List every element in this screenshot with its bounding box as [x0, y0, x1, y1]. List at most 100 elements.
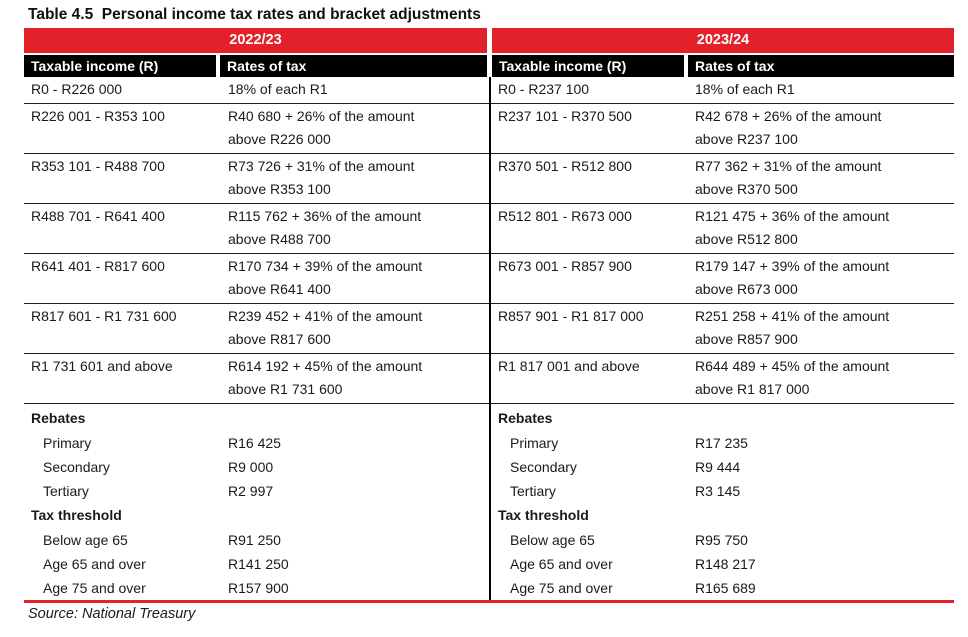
header-rates-of-tax: Rates of tax: [688, 55, 954, 77]
bracket-row: R488 701 - R641 400 R115 762 + 36% of th…: [24, 204, 489, 254]
bracket-row: R1 731 601 and above R614 192 + 45% of t…: [24, 354, 489, 404]
rebate-row: Tertiary R3 145: [491, 479, 954, 503]
rate-line-2: above R488 700: [228, 231, 331, 247]
income-range: R817 601 - R1 731 600: [31, 308, 177, 324]
bracket-row: R817 601 - R1 731 600 R239 452 + 41% of …: [24, 304, 489, 354]
rate-line-1: R614 192 + 45% of the amount: [228, 358, 423, 374]
threshold-row: Age 65 and over R148 217: [491, 552, 954, 576]
column-header-row: Taxable income (R) Rates of tax: [24, 55, 487, 77]
rate-cell: R644 489 + 45% of the amount above R1 81…: [687, 355, 954, 401]
rate-line-2: above R512 800: [695, 231, 798, 247]
rate-line-1: 18% of each R1: [695, 81, 795, 97]
header-taxable-income: Taxable income (R): [24, 55, 216, 77]
panel-body: R0 - R226 000 18% of each R1 R226 001 - …: [24, 77, 489, 600]
rate-line-1: R40 680 + 26% of the amount: [228, 108, 415, 124]
rebate-value: R9 444: [695, 459, 741, 475]
threshold-value: R141 250: [228, 556, 289, 572]
rate-line-1: R115 762 + 36% of the amount: [228, 208, 422, 224]
threshold-row: Age 65 and over R141 250: [24, 552, 489, 576]
rebate-row: Secondary R9 000: [24, 455, 489, 479]
bracket-row: R512 801 - R673 000 R121 475 + 36% of th…: [491, 204, 954, 254]
income-range: R857 901 - R1 817 000: [498, 308, 644, 324]
bracket-row: R237 101 - R370 500 R42 678 + 26% of the…: [491, 104, 954, 154]
rate-line-1: R239 452 + 41% of the amount: [228, 308, 423, 324]
bottom-red-rule: [24, 600, 954, 603]
rebate-label: Secondary: [510, 459, 577, 475]
bracket-row: R1 817 001 and above R644 489 + 45% of t…: [491, 354, 954, 404]
bracket-row: R857 901 - R1 817 000 R251 258 + 41% of …: [491, 304, 954, 354]
income-range: R226 001 - R353 100: [31, 108, 165, 124]
rate-line-1: 18% of each R1: [228, 81, 328, 97]
rate-cell: R179 147 + 39% of the amount above R673 …: [687, 255, 954, 301]
bracket-row: R370 501 - R512 800 R77 362 + 31% of the…: [491, 154, 954, 204]
rebate-row: Primary R16 425: [24, 431, 489, 455]
threshold-row: Age 75 and over R165 689: [491, 576, 954, 600]
header-taxable-income: Taxable income (R): [492, 55, 684, 77]
income-range: R1 731 601 and above: [31, 358, 173, 374]
rebates-heading-row: Rebates: [491, 404, 954, 431]
income-range: R0 - R237 100: [498, 81, 590, 97]
threshold-value: R148 217: [695, 556, 756, 572]
threshold-value: R165 689: [695, 580, 756, 596]
rate-cell: R239 452 + 41% of the amount above R817 …: [220, 305, 489, 351]
rate-cell: R42 678 + 26% of the amount above R237 1…: [687, 105, 954, 151]
threshold-row: Below age 65 R95 750: [491, 528, 954, 552]
income-range: R1 817 001 and above: [498, 358, 640, 374]
year-banner-2022-23: 2022/23: [24, 28, 487, 53]
source-note: Source: National Treasury: [28, 606, 196, 622]
threshold-value: R91 250: [228, 532, 281, 548]
bracket-row: R353 101 - R488 700 R73 726 + 31% of the…: [24, 154, 489, 204]
income-range: R237 101 - R370 500: [498, 108, 632, 124]
rate-line-1: R42 678 + 26% of the amount: [695, 108, 882, 124]
threshold-heading-row: Tax threshold: [24, 503, 489, 528]
rate-line-1: R179 147 + 39% of the amount: [695, 258, 890, 274]
rate-line-1: R170 734 + 39% of the amount: [228, 258, 423, 274]
bracket-row: R0 - R237 100 18% of each R1: [491, 77, 954, 104]
rate-line-2: above R353 100: [228, 181, 331, 197]
rate-line-2: above R673 000: [695, 281, 798, 297]
rebate-value: R9 000: [228, 459, 274, 475]
income-range: R0 - R226 000: [31, 81, 123, 97]
column-header-row: Taxable income (R) Rates of tax: [492, 55, 954, 77]
rebate-label: Tertiary: [43, 483, 89, 499]
rate-cell: R170 734 + 39% of the amount above R641 …: [220, 255, 489, 301]
rate-cell: R73 726 + 31% of the amount above R353 1…: [220, 155, 489, 201]
income-range: R673 001 - R857 900: [498, 258, 632, 274]
rate-cell: R77 362 + 31% of the amount above R370 5…: [687, 155, 954, 201]
rebate-row: Secondary R9 444: [491, 455, 954, 479]
rate-cell: R614 192 + 45% of the amount above R1 73…: [220, 355, 489, 401]
rebate-value: R2 997: [228, 483, 274, 499]
rebate-row: Tertiary R2 997: [24, 479, 489, 503]
income-range: R512 801 - R673 000: [498, 208, 632, 224]
income-range: R488 701 - R641 400: [31, 208, 165, 224]
threshold-label: Age 75 and over: [43, 580, 146, 596]
rate-cell: R115 762 + 36% of the amount above R488 …: [220, 205, 489, 251]
rate-line-1: R77 362 + 31% of the amount: [695, 158, 882, 174]
rate-line-2: above R817 600: [228, 331, 331, 347]
rate-cell: R251 258 + 41% of the amount above R857 …: [687, 305, 954, 351]
rebate-label: Tertiary: [510, 483, 556, 499]
rate-line-1: R73 726 + 31% of the amount: [228, 158, 415, 174]
rate-line-2: above R237 100: [695, 131, 798, 147]
threshold-value: R95 750: [695, 532, 748, 548]
rebates-heading-row: Rebates: [24, 404, 489, 431]
threshold-label: Age 75 and over: [510, 580, 613, 596]
threshold-label: Age 65 and over: [510, 556, 613, 572]
rate-line-2: above R1 817 000: [695, 381, 810, 397]
threshold-row: Below age 65 R91 250: [24, 528, 489, 552]
rate-line-1: R121 475 + 36% of the amount: [695, 208, 890, 224]
rate-line-2: above R370 500: [695, 181, 798, 197]
panel-2023-24: 2023/24 Taxable income (R) Rates of tax …: [489, 28, 954, 600]
header-rates-of-tax: Rates of tax: [220, 55, 487, 77]
rate-line-1: R251 258 + 41% of the amount: [695, 308, 890, 324]
table-title: Table 4.5 Personal income tax rates and …: [28, 6, 481, 23]
rate-line-2: above R1 731 600: [228, 381, 343, 397]
rate-cell: R40 680 + 26% of the amount above R226 0…: [220, 105, 489, 151]
bracket-row: R226 001 - R353 100 R40 680 + 26% of the…: [24, 104, 489, 154]
year-banner-2023-24: 2023/24: [492, 28, 954, 53]
bracket-row: R0 - R226 000 18% of each R1: [24, 77, 489, 104]
threshold-heading: Tax threshold: [31, 507, 122, 523]
bracket-row: R673 001 - R857 900 R179 147 + 39% of th…: [491, 254, 954, 304]
rebate-row: Primary R17 235: [491, 431, 954, 455]
